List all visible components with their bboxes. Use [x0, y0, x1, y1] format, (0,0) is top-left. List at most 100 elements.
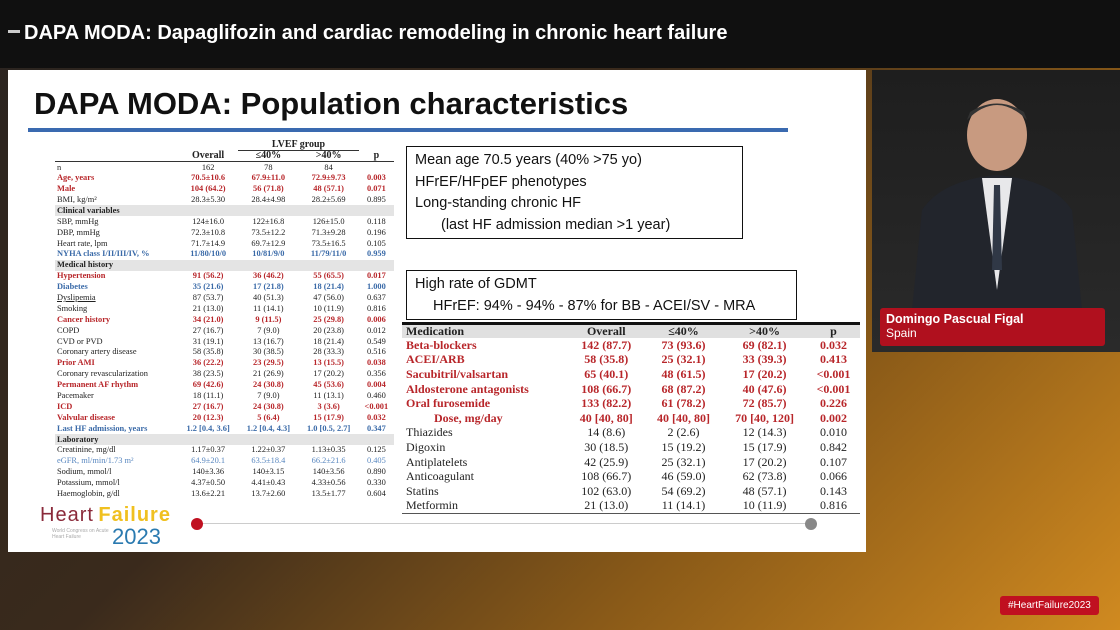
table-cell: 0.032 — [819, 337, 847, 352]
table-row: Sacubitril/valsartan 65 (40.1) 48 (61.5) 17… — [402, 367, 860, 382]
table-cell: 78 — [264, 162, 273, 172]
table-row: Heart rate, lpm 71.7±14.9 69.7±12.9 73.5±16… — [55, 238, 394, 249]
table-cell: 18 (21.4) — [313, 282, 344, 292]
table-cell: Dyslipemia — [57, 293, 96, 303]
group-header: LVEF group — [238, 140, 359, 152]
table-cell: 24 (30.8) — [253, 401, 284, 411]
menu-dot-icon — [8, 30, 20, 33]
table-row: Oral furosemide 133 (82.2) 61 (78.2) 72 (85… — [402, 396, 860, 411]
table-row: Dose, mg/day 40 [40, 80] 40 [40, 80] 70 [40… — [402, 411, 860, 426]
logo-year: 2023 — [112, 524, 161, 549]
header-bar: DAPA MODA: Dapaglifozin and cardiac remo… — [0, 0, 1120, 68]
table-cell: 25 (29.8) — [313, 314, 344, 324]
table-cell: 58 (35.8) — [192, 347, 224, 357]
table-cell: 0.032 — [366, 412, 386, 422]
table-cell: 64.9±20.1 — [191, 456, 226, 466]
table-cell: 23 (29.5) — [253, 358, 284, 368]
title-underline — [28, 128, 788, 132]
table-cell: 61 (78.2) — [661, 396, 706, 411]
table-cell: 1.0 [0.5, 2.7] — [306, 423, 351, 433]
table-cell: 124±16.0 — [192, 216, 225, 226]
speaker-name: Domingo Pascual Figal — [886, 312, 1024, 326]
table-row: Pacemaker 18 (11.1) 7 (9.0) 11 (13.1) 0.460 — [55, 391, 394, 402]
table-cell — [358, 434, 394, 446]
box-line: (last HF admission median >1 year) — [441, 216, 671, 233]
table-cell: 40 [40, 80] — [657, 410, 711, 425]
table-cell: Prior AMI — [57, 358, 95, 368]
slide-title: DAPA MODA: Population characteristics — [34, 86, 629, 121]
table-cell: 0.125 — [366, 445, 386, 455]
table-cell: 12 (14.3) — [742, 425, 787, 440]
table-row: Haemoglobin, g/dl 13.6±2.21 13.7±2.60 13.5±… — [55, 489, 394, 500]
table-cell: 45 (53.6) — [313, 380, 344, 390]
column-header — [55, 150, 178, 163]
table-cell: 13 (16.7) — [253, 336, 284, 346]
table-cell: Permanent AF rhythm — [57, 380, 139, 390]
table-cell: 25 (32.1) — [661, 352, 706, 367]
table-cell: 0.842 — [819, 440, 847, 455]
table-cell: 66.2±21.6 — [311, 456, 346, 466]
box-line: High rate of GDMT — [415, 276, 537, 292]
table-cell: 30 (18.5) — [584, 440, 629, 455]
table-cell: 1.2 [0.4, 3.6] — [186, 423, 230, 433]
table-cell: 0.118 — [367, 216, 386, 226]
table-row: Cancer history 34 (21.0) 9 (11.5) 25 (29.8)… — [55, 314, 394, 325]
table-cell: Creatinine, mg/dl — [57, 445, 116, 455]
speaker-country: Spain — [886, 326, 917, 340]
table-row: Coronary artery disease 58 (35.8) 30 (38.5… — [55, 347, 394, 358]
hashtag-badge: #HeartFailure2023 — [1000, 596, 1099, 615]
table-cell: 0.226 — [819, 396, 847, 411]
table-cell: 0.356 — [366, 369, 386, 379]
table-cell: 133 (82.2) — [581, 396, 632, 411]
table-cell: 13.7±2.60 — [251, 489, 286, 499]
table-cell: 0.196 — [366, 227, 386, 237]
table-cell: 9 (11.5) — [255, 314, 282, 324]
logo-subtitle: World Congress on Acute Heart Failure — [52, 528, 109, 540]
table-cell: 20 (12.3) — [192, 412, 224, 422]
table-cell: 15 (17.9) — [742, 440, 787, 455]
table-cell: 1.13±0.35 — [311, 445, 346, 455]
table-cell: <0.001 — [816, 381, 851, 396]
table-cell: 91 (56.2) — [192, 271, 224, 281]
table-cell: 126±15.0 — [312, 216, 345, 226]
table-cell: 0.105 — [366, 238, 386, 248]
table-cell: 28.2±5.69 — [311, 195, 346, 204]
table-cell: Coronary artery disease — [57, 347, 137, 357]
table-cell: Laboratory — [55, 434, 178, 446]
table-cell: 58 (35.8) — [584, 352, 629, 367]
table-cell: 0.549 — [366, 336, 386, 346]
column-header: >40% — [298, 150, 359, 163]
section-row: Clinical variables — [55, 205, 394, 217]
table-cell: 55 (65.5) — [313, 271, 344, 281]
table-cell: Sodium, mmol/l — [57, 467, 112, 477]
table-cell: Statins — [406, 483, 439, 498]
table-cell: Diabetes — [57, 282, 88, 292]
table-cell: 0.413 — [819, 352, 847, 367]
table-cell: 70 [40, 120] — [735, 410, 795, 425]
table-row: SBP, mmHg 124±16.0 122±16.8 126±15.0 0.118 — [55, 216, 394, 227]
table-row: Diabetes 35 (21.6) 17 (21.8) 18 (21.4) 1.000 — [55, 282, 394, 293]
slide-progress-track[interactable] — [198, 523, 810, 524]
speaker-lower-third: Domingo Pascual Figal Spain — [880, 308, 1105, 346]
table-cell: 10/81/9/0 — [252, 249, 285, 259]
progress-start-dot[interactable] — [191, 518, 203, 530]
table-cell: 54 (69.2) — [661, 483, 706, 498]
table-row: Digoxin 30 (18.5) 15 (19.2) 15 (17.9) 0.842 — [402, 440, 860, 455]
table-cell: 0.604 — [366, 489, 386, 499]
table-cell: Beta-blockers — [406, 337, 477, 352]
table-cell: 15 (19.2) — [661, 440, 706, 455]
table-cell: Thiazides — [406, 425, 453, 440]
table-cell: 38 (23.5) — [192, 369, 224, 379]
table-cell: 1.22±0.37 — [251, 445, 286, 455]
table-row: NYHA class I/II/III/IV, % 11/80/10/0 10/81… — [55, 249, 394, 260]
progress-end-dot[interactable] — [805, 518, 817, 530]
table-cell: 87 (53.7) — [192, 293, 224, 303]
table-cell: 48 (57.1) — [313, 184, 344, 194]
table-cell: 7 (9.0) — [257, 391, 280, 401]
table-cell: 70.5±10.6 — [191, 173, 226, 183]
table-cell: Aldosterone antagonists — [406, 381, 529, 396]
table-cell: 0.330 — [366, 478, 386, 488]
table-cell: 11 (14.1) — [253, 303, 284, 313]
column-header: p — [806, 322, 860, 339]
table-cell: Metformin — [402, 498, 568, 514]
